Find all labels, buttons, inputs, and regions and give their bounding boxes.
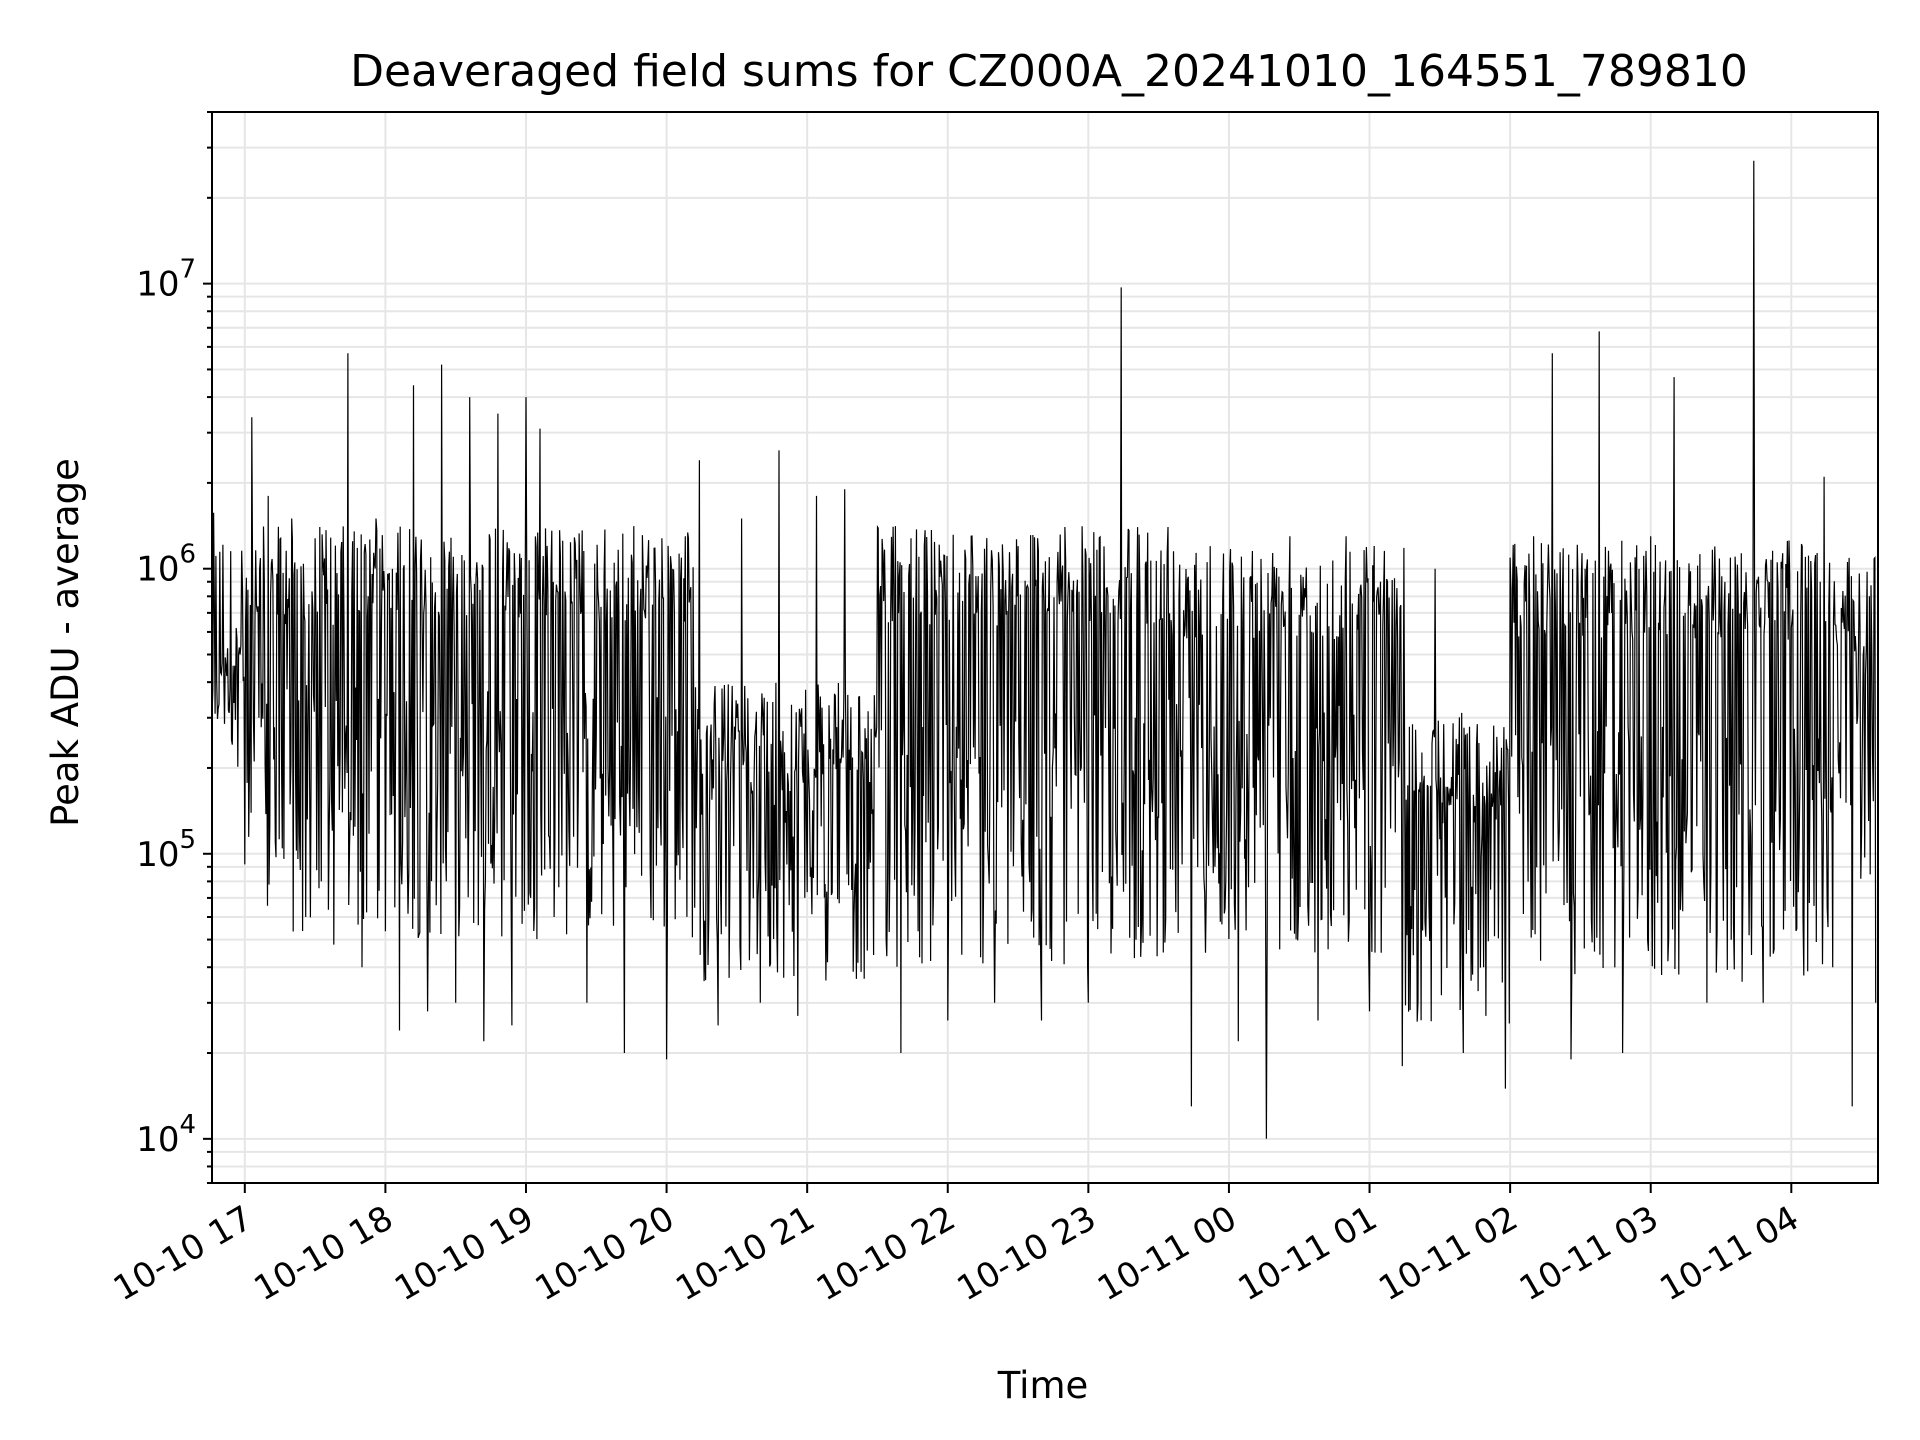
plot-area — [212, 160, 1877, 1139]
y-tick-exponent: 7 — [179, 255, 196, 285]
y-tick-base: 10 — [136, 835, 179, 875]
y-tick-base: 10 — [136, 1120, 179, 1160]
y-tick-exponent: 4 — [179, 1110, 196, 1140]
series-line — [212, 160, 1877, 1139]
y-axis-label: Peak ADU - average — [44, 458, 87, 827]
y-tick-exponent: 6 — [179, 540, 196, 570]
y-tick-label: 104 — [136, 1110, 196, 1160]
y-tick-exponent: 5 — [179, 825, 196, 855]
y-tick-label: 105 — [136, 825, 196, 875]
y-tick-base: 10 — [136, 550, 179, 590]
y-tick-label: 107 — [136, 255, 196, 305]
y-tick-base: 10 — [136, 265, 179, 305]
plot-frame — [211, 111, 1879, 1184]
chart-title: Deaveraged field sums for CZ000A_2024101… — [350, 46, 1748, 97]
y-tick-label: 106 — [136, 540, 196, 590]
x-axis-label: Time — [997, 1364, 1089, 1407]
